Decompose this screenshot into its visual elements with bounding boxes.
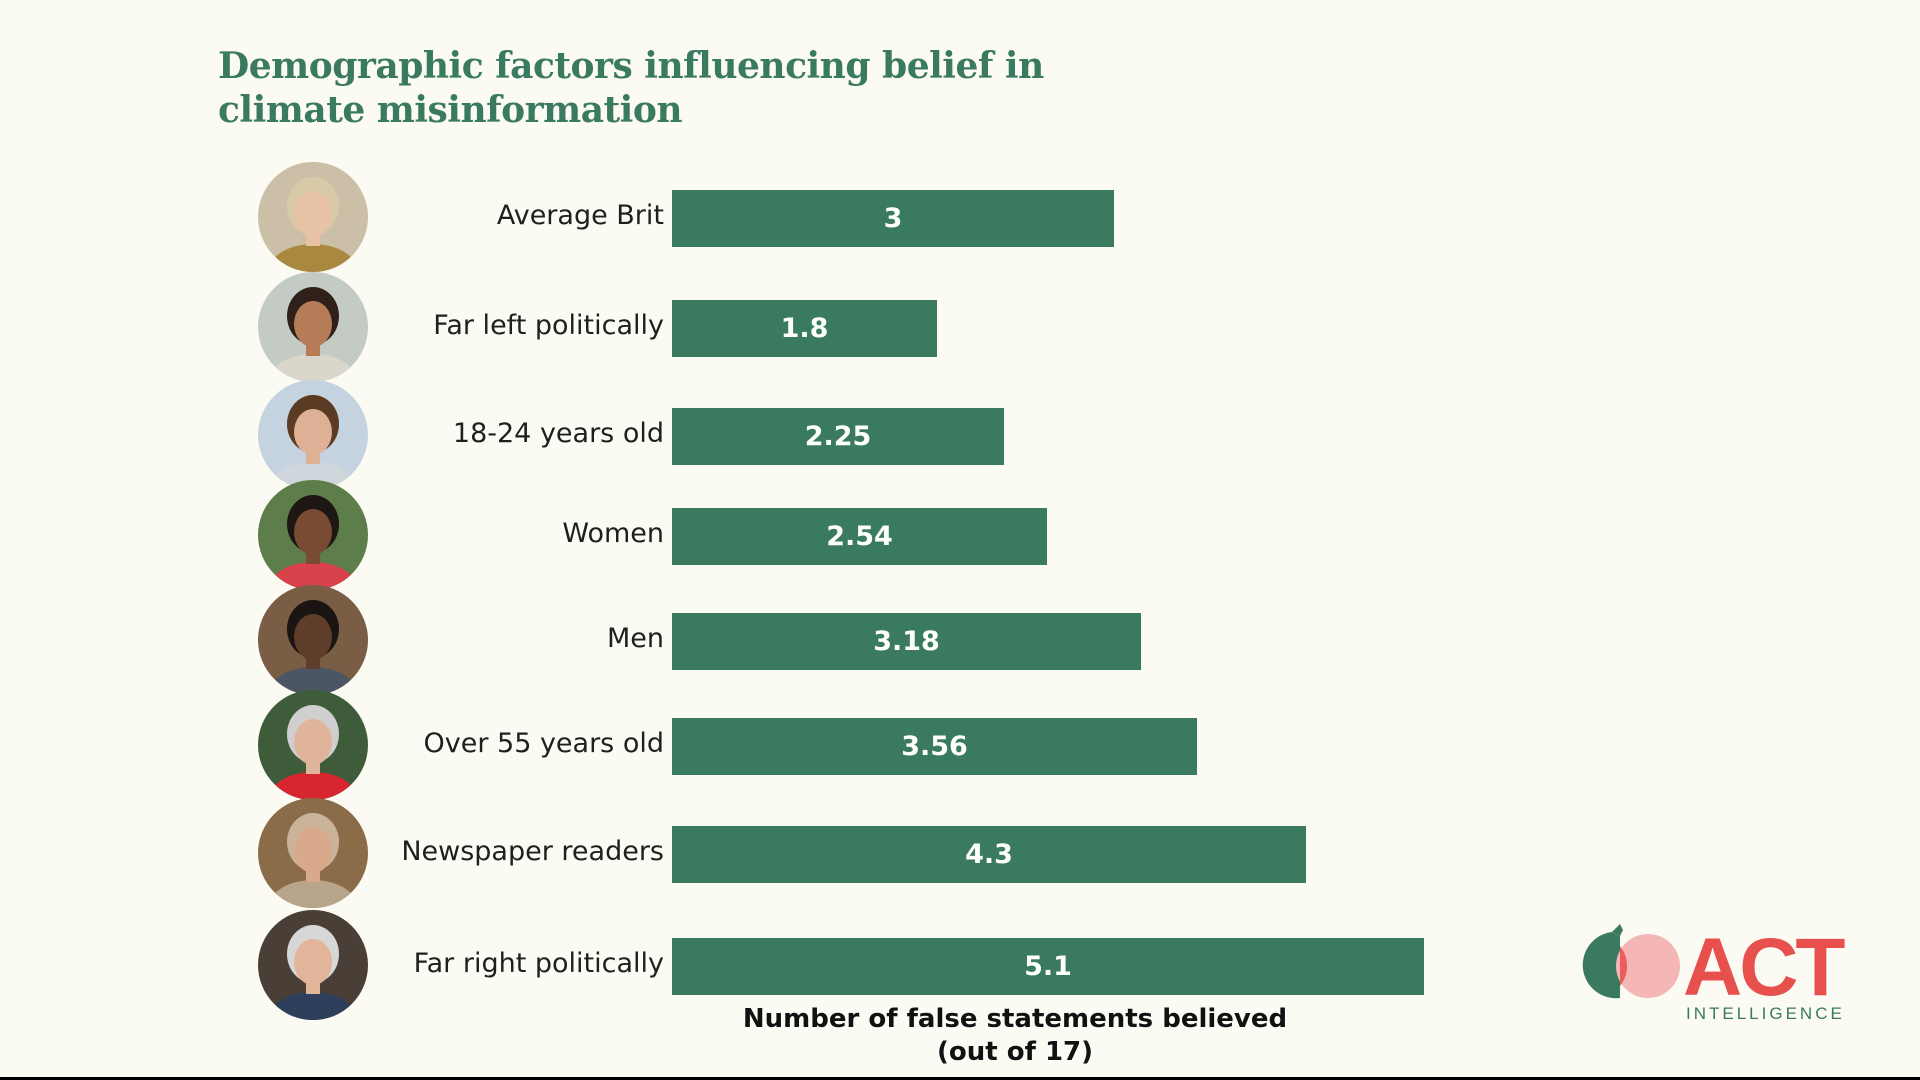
avatar-shape bbox=[294, 719, 332, 765]
avatar bbox=[258, 272, 368, 382]
avatar-shape bbox=[267, 992, 359, 1020]
men-avatar-icon bbox=[258, 585, 368, 695]
logo-leaf-green-icon bbox=[1582, 932, 1620, 999]
chart-row: Average Brit 3 bbox=[0, 162, 1920, 274]
bar bbox=[672, 938, 1424, 995]
category-label: Over 55 years old bbox=[423, 728, 664, 759]
avatar bbox=[258, 480, 368, 590]
chart-row: Men 3.18 bbox=[0, 585, 1920, 697]
avatar-shape bbox=[294, 301, 332, 347]
avatar-shape bbox=[267, 667, 359, 695]
bar-value-label: 3.56 bbox=[901, 731, 968, 762]
avatar-shape bbox=[294, 614, 332, 660]
chart-title-line-1: Demographic factors influencing belief i… bbox=[218, 45, 1044, 87]
bar-value-label: 3 bbox=[883, 203, 903, 234]
newspaper-reader-avatar-icon bbox=[258, 798, 368, 908]
avatar bbox=[258, 585, 368, 695]
chart-title-line-2: climate misinformation bbox=[218, 89, 683, 131]
avatar bbox=[258, 910, 368, 1020]
logo-mark-icon bbox=[1582, 924, 1680, 999]
bar bbox=[672, 613, 1141, 670]
bar-value-label: 3.18 bbox=[873, 626, 940, 657]
chart-row: Women 2.54 bbox=[0, 480, 1920, 592]
bar bbox=[672, 408, 1004, 465]
bar bbox=[672, 826, 1306, 883]
avatar-shape bbox=[294, 827, 332, 873]
chart-row: Newspaper readers 4.3 bbox=[0, 798, 1920, 910]
chart-title: Demographic factors influencing belief i… bbox=[218, 44, 1044, 132]
bar-value-label: 2.54 bbox=[826, 521, 893, 552]
logo-subtitle: INTELLIGENCE bbox=[1686, 1004, 1845, 1023]
category-label: 18-24 years old bbox=[452, 418, 664, 449]
far-left-avatar-icon bbox=[258, 272, 368, 382]
avatar-shape bbox=[267, 244, 359, 272]
bar-value-label: 2.25 bbox=[804, 421, 872, 452]
avatar-shape bbox=[267, 880, 359, 908]
avatar-shape bbox=[294, 409, 332, 455]
category-label: Women bbox=[562, 518, 664, 549]
chart-row: 18-24 years old 2.25 bbox=[0, 380, 1920, 492]
women-avatar-icon bbox=[258, 480, 368, 590]
chart-row: Far right politically 5.1 bbox=[0, 910, 1920, 1022]
avatar bbox=[258, 162, 368, 272]
logo-circle-pink-icon bbox=[1616, 934, 1680, 998]
avatar-shape bbox=[267, 562, 359, 590]
avatar bbox=[258, 798, 368, 908]
avatar bbox=[258, 380, 368, 490]
act-intelligence-logo: ACT INTELLIGENCE bbox=[1568, 920, 1858, 1030]
bar-value-label: 1.8 bbox=[780, 313, 829, 344]
logo-overlap-icon bbox=[1620, 946, 1628, 986]
logo-word: ACT bbox=[1683, 922, 1846, 1013]
category-label: Men bbox=[606, 623, 664, 654]
x-axis-label: Number of false statements believed (out… bbox=[700, 1003, 1330, 1069]
category-label: Far right politically bbox=[413, 948, 664, 979]
over-55-avatar-icon bbox=[258, 690, 368, 800]
category-label: Newspaper readers bbox=[401, 836, 664, 867]
x-axis-label-line-2: (out of 17) bbox=[936, 1037, 1094, 1067]
bar bbox=[672, 718, 1197, 775]
bar bbox=[672, 508, 1047, 565]
category-label: Average Brit bbox=[496, 200, 664, 231]
avatar-shape bbox=[294, 191, 332, 237]
avatar-shape bbox=[294, 509, 332, 555]
x-axis-label-line-1: Number of false statements believed bbox=[742, 1004, 1288, 1034]
bar bbox=[672, 300, 937, 357]
logo-leaf-stem-icon bbox=[1612, 924, 1623, 936]
young-adult-avatar-icon bbox=[258, 380, 368, 490]
avatar-shape bbox=[267, 354, 359, 382]
bar-value-label: 4.3 bbox=[965, 839, 1013, 870]
chart-row: Far left politically 1.8 bbox=[0, 272, 1920, 384]
far-right-avatar-icon bbox=[258, 910, 368, 1020]
chart-row: Over 55 years old 3.56 bbox=[0, 690, 1920, 802]
average-brit-avatar-icon bbox=[258, 162, 368, 272]
category-label: Far left politically bbox=[433, 310, 664, 341]
avatar-shape bbox=[267, 462, 359, 490]
bar-value-label: 5.1 bbox=[1024, 951, 1072, 982]
avatar bbox=[258, 690, 368, 800]
bar bbox=[672, 190, 1114, 247]
avatar-shape bbox=[267, 772, 359, 800]
avatar-shape bbox=[294, 939, 332, 985]
